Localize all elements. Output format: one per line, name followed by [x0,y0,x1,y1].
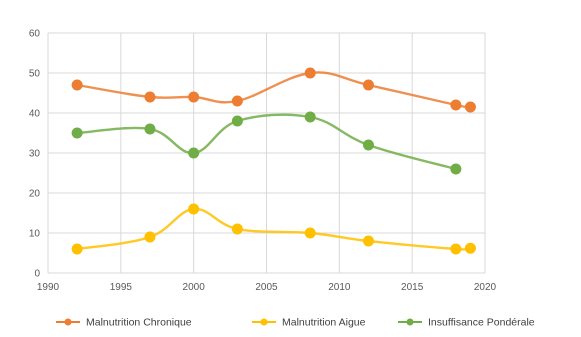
y-tick-label: 10 [29,229,41,240]
data-point [71,127,83,139]
x-tick-label: 2000 [183,282,206,293]
legend-label: Malnutrition Aigue [282,317,366,329]
x-tick-label: 2010 [328,282,351,293]
data-point [464,101,476,113]
legend-marker [260,318,268,326]
series-group [71,203,476,255]
data-point [362,139,374,151]
data-point [71,243,83,255]
data-point [71,79,83,91]
legend-item: Malnutrition Chronique [56,317,192,329]
y-tick-label: 40 [29,109,41,120]
data-point [231,115,243,127]
data-point [362,79,374,91]
data-point [464,242,476,254]
x-tick-label: 2015 [401,282,424,293]
legend: Malnutrition Chronique Malnutrition Aigue… [56,317,535,329]
data-point [362,235,374,247]
data-point [304,111,316,123]
data-point [144,91,156,103]
legend-item: Malnutrition Aigue [252,317,366,329]
x-tick-label: 1990 [37,282,60,293]
gridlines [47,32,486,274]
x-tick-label: 2005 [255,282,278,293]
y-tick-label: 0 [34,269,40,280]
legend-marker [406,318,414,326]
data-point [450,243,462,255]
series-group [71,111,462,175]
axis-tick-labels: 0 10 20 30 40 50 60 1990 1995 2000 2005 2010 2015 202… [29,29,497,294]
series-lines [71,67,476,255]
y-tick-label: 20 [29,189,41,200]
data-point [188,147,200,159]
data-point [144,231,156,243]
legend-label: Insuffisance Pondérale [428,317,535,329]
y-tick-label: 60 [29,29,41,40]
y-tick-label: 50 [29,69,41,80]
data-point [188,203,200,215]
series-line [75,207,472,251]
data-point [304,227,316,239]
data-point [231,223,243,235]
y-tick-label: 30 [29,149,41,160]
data-point [188,91,200,103]
series-group [71,67,476,113]
legend-marker [64,318,72,326]
legend-label: Malnutrition Chronique [86,317,192,329]
x-tick-label: 1995 [110,282,133,293]
legend-item: Insuffisance Pondérale [398,317,535,329]
data-point [450,163,462,175]
x-tick-label: 2020 [474,282,497,293]
data-point [144,123,156,135]
data-point [304,67,316,79]
data-point [231,95,243,107]
series-line [75,71,472,109]
data-point [450,99,462,111]
